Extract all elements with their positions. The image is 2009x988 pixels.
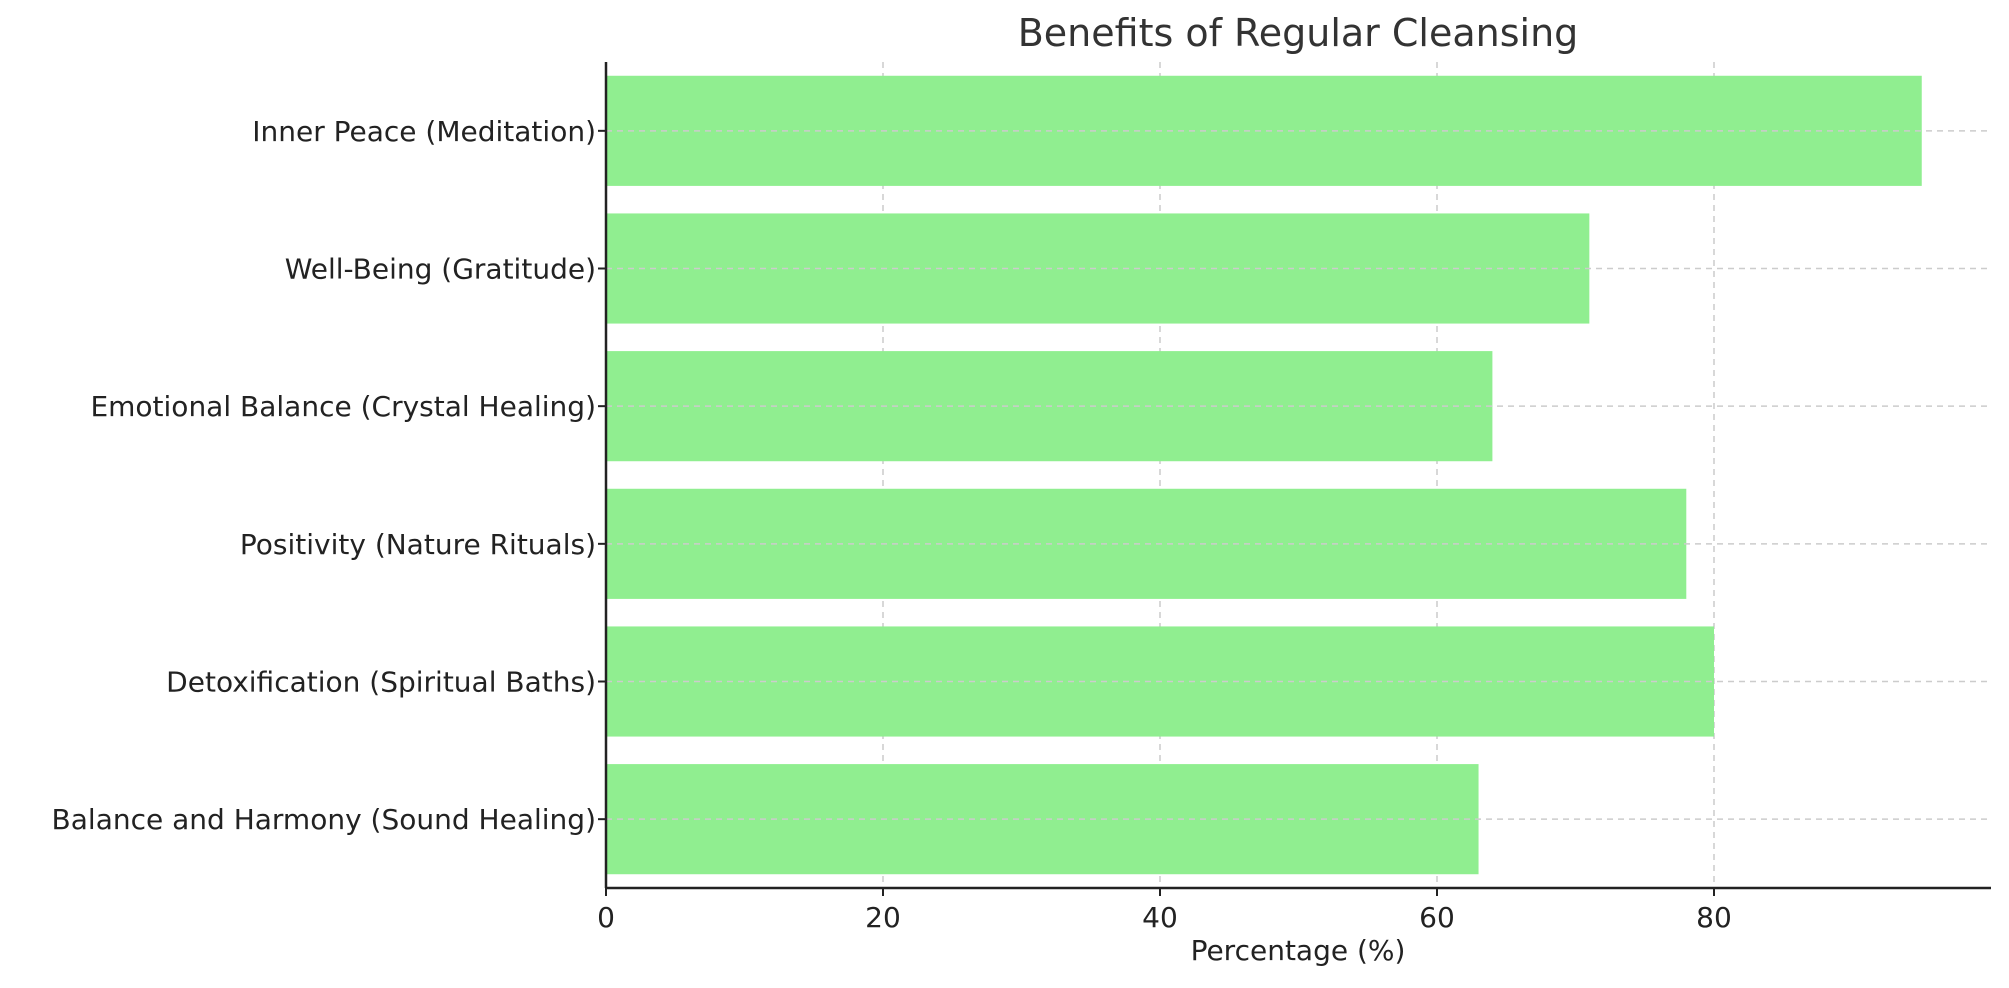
axes: [598, 62, 1991, 896]
x-tick-label: 40: [1142, 901, 1178, 934]
y-tick-label: Balance and Harmony (Sound Healing): [52, 803, 596, 836]
y-tick-label: Positivity (Nature Rituals): [240, 528, 596, 561]
y-tick-label: Well-Being (Gratitude): [285, 253, 596, 286]
y-tick-label: Detoxification (Spiritual Baths): [166, 666, 596, 699]
x-tick-label: 20: [865, 901, 901, 934]
bars: [606, 75, 1922, 875]
y-tick-label: Emotional Balance (Crystal Healing): [90, 390, 596, 423]
x-axis-label: Percentage (%): [1191, 934, 1406, 967]
chart-title: Benefits of Regular Cleansing: [1018, 11, 1579, 55]
y-tick-label: Inner Peace (Meditation): [252, 115, 596, 148]
x-tick-label: 60: [1419, 901, 1455, 934]
bar: [606, 75, 1922, 186]
tick-labels: 0 20 40 60 80 Inner Peace (Meditation) Well-Be…: [52, 115, 1732, 934]
x-tick-label: 0: [597, 901, 615, 934]
x-tick-label: 80: [1696, 901, 1732, 934]
